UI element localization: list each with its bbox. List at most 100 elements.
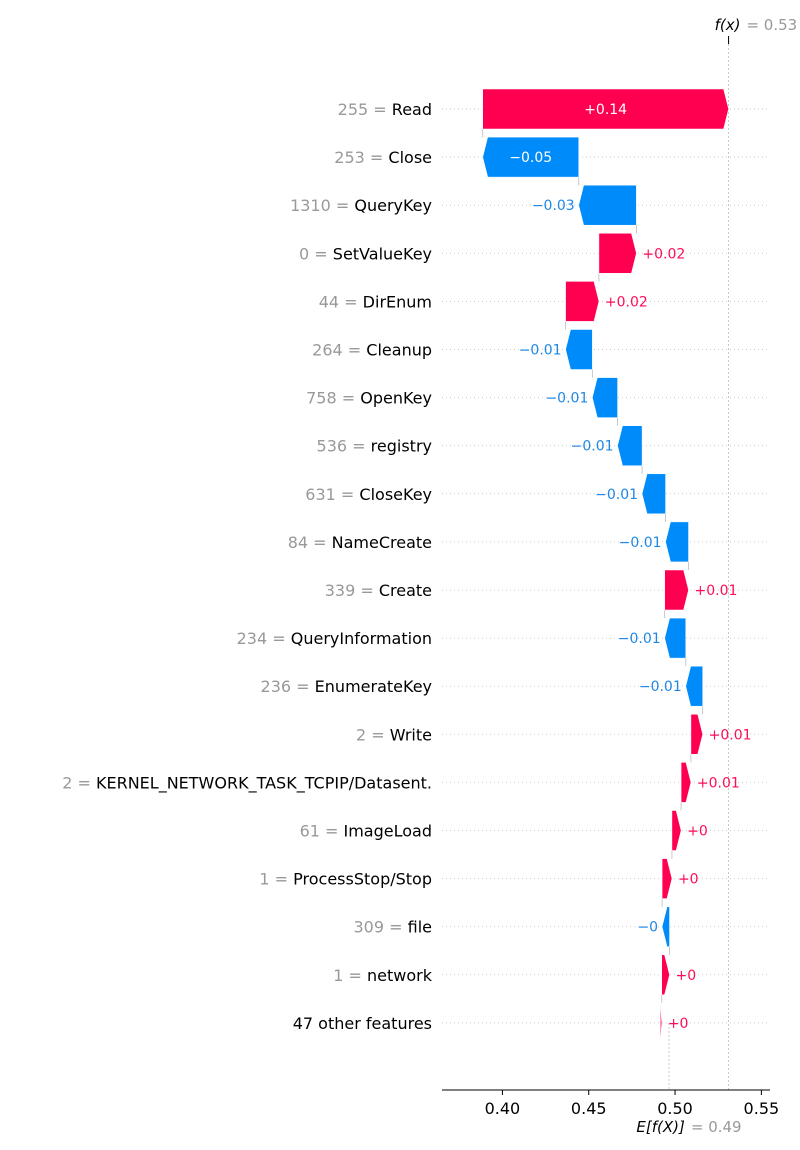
feature-value: 236 = (261, 677, 315, 696)
contribution-bar (565, 281, 600, 322)
reference-lines (668, 40, 729, 1090)
feature-name: Read (392, 100, 432, 119)
feature-name: network (367, 966, 433, 985)
contribution-bar (641, 473, 666, 515)
feature-label: 1 = network (333, 966, 432, 985)
feature-name: Cleanup (366, 341, 432, 360)
ex-annotation: E[f(X)] = 0.49 (636, 1118, 741, 1136)
feature-name: ImageLoad (344, 822, 433, 841)
feature-name: NameCreate (332, 533, 432, 552)
feature-label: 631 = CloseKey (305, 485, 432, 504)
feature-labels: 255 = Read 253 = Close 1310 = QueryKey 0 = … (62, 100, 433, 1033)
feature-name: Write (390, 725, 432, 744)
contribution-bar (592, 377, 618, 418)
feature-name: OpenKey (360, 389, 432, 408)
x-tick-label: 0.50 (657, 1099, 693, 1118)
feature-value: 2 = (62, 773, 96, 792)
contribution-bar (680, 762, 692, 803)
feature-name: QueryKey (354, 196, 432, 215)
contribution-label: −0.01 (639, 679, 682, 695)
contribution-bar (661, 954, 670, 996)
contribution-bar (661, 906, 670, 947)
contribution-label: +0 (678, 872, 699, 888)
feature-name: registry (371, 437, 432, 456)
feature-name: QueryInformation (291, 629, 432, 648)
feature-label: 339 = Create (325, 581, 432, 600)
feature-label: 44 = DirEnum (319, 292, 432, 311)
feature-label: 758 = OpenKey (306, 389, 432, 408)
contribution-bars: +0.14 −0.05 −0.03 +0.02 +0.02 −0.01 −0.01 −0.01… (482, 88, 752, 1043)
fx-annotation: f(x) = 0.53 (715, 16, 798, 44)
contribution-label: −0.01 (571, 439, 614, 455)
feature-name: 47 other features (293, 1014, 432, 1033)
fx-value: = 0.53 (746, 16, 797, 34)
feature-value: 1 = (333, 966, 367, 985)
contribution-label: +0 (687, 824, 708, 840)
contribution-label: −0.01 (618, 631, 661, 647)
feature-value: 1310 = (290, 196, 354, 215)
contribution-bar (671, 810, 682, 851)
contribution-label: −0.01 (545, 391, 588, 407)
contribution-bar (565, 329, 593, 370)
contribution-label: −0.01 (519, 343, 562, 359)
contribution-label: −0.05 (509, 150, 552, 166)
feature-value: 1 = (259, 870, 293, 889)
contribution-label: −0.03 (532, 198, 575, 214)
feature-label: 253 = Close (334, 148, 432, 167)
contribution-label: +0.02 (605, 294, 648, 310)
contribution-bar (482, 136, 579, 178)
feature-value: 2 = (356, 725, 390, 744)
contribution-bar (685, 665, 703, 707)
feature-label: 234 = QueryInformation (237, 629, 432, 648)
contribution-bar (661, 858, 673, 899)
feature-value: 758 = (306, 389, 360, 408)
feature-label: 2 = Write (356, 725, 432, 744)
ex-value: = 0.49 (691, 1118, 742, 1136)
feature-name: file (408, 918, 432, 937)
feature-label: 1 = ProcessStop/Stop (259, 870, 432, 889)
feature-name: Close (388, 148, 432, 167)
ex-label: E[f(X)] (636, 1118, 685, 1136)
feature-value: 309 = (354, 918, 408, 937)
contribution-bar (665, 521, 689, 563)
x-tick-label: 0.55 (744, 1099, 780, 1118)
feature-label: 0 = SetValueKey (299, 244, 432, 263)
contribution-bar (598, 233, 637, 274)
contribution-label: +0.01 (695, 583, 738, 599)
feature-value: 339 = (325, 581, 379, 600)
contribution-bar (617, 425, 643, 466)
feature-name: DirEnum (363, 292, 432, 311)
feature-label: 1310 = QueryKey (290, 196, 432, 215)
feature-value: 61 = (300, 822, 344, 841)
feature-label: 47 other features (293, 1014, 432, 1033)
contribution-label: +0 (676, 968, 697, 984)
feature-label: 255 = Read (338, 100, 432, 119)
contribution-label: +0.14 (584, 102, 627, 118)
contribution-bar (578, 184, 637, 226)
feature-value: 631 = (305, 485, 359, 504)
feature-name: CloseKey (359, 485, 432, 504)
feature-label: 2 = KERNEL_NETWORK_TASK_TCPIP/Datasent. (62, 773, 432, 793)
contribution-bar (482, 88, 729, 130)
feature-label: 61 = ImageLoad (300, 822, 432, 841)
feature-label: 84 = NameCreate (288, 533, 432, 552)
feature-name: Create (379, 581, 432, 600)
x-axis: 0.40 0.45 0.50 0.55 E[f(X)] = 0.49 (442, 1089, 780, 1136)
feature-value: 264 = (312, 341, 366, 360)
feature-value: 84 = (288, 533, 332, 552)
contribution-label: +0 (668, 1016, 689, 1032)
fx-label: f(x) (715, 16, 741, 34)
x-tick-label: 0.40 (485, 1099, 521, 1118)
contribution-label: −0.01 (619, 535, 662, 551)
contribution-label: +0.01 (709, 727, 752, 743)
feature-value: 234 = (237, 629, 291, 648)
contribution-label: +0.02 (642, 246, 685, 262)
feature-label: 236 = EnumerateKey (261, 677, 432, 696)
feature-value: 44 = (319, 292, 363, 311)
feature-value: 536 = (317, 437, 371, 456)
feature-name: SetValueKey (333, 244, 432, 263)
fx-annotation-text: f(x) = 0.53 (715, 16, 798, 34)
feature-value: 255 = (338, 100, 392, 119)
contribution-label: −0 (637, 920, 658, 936)
contribution-label: −0.01 (595, 487, 638, 503)
